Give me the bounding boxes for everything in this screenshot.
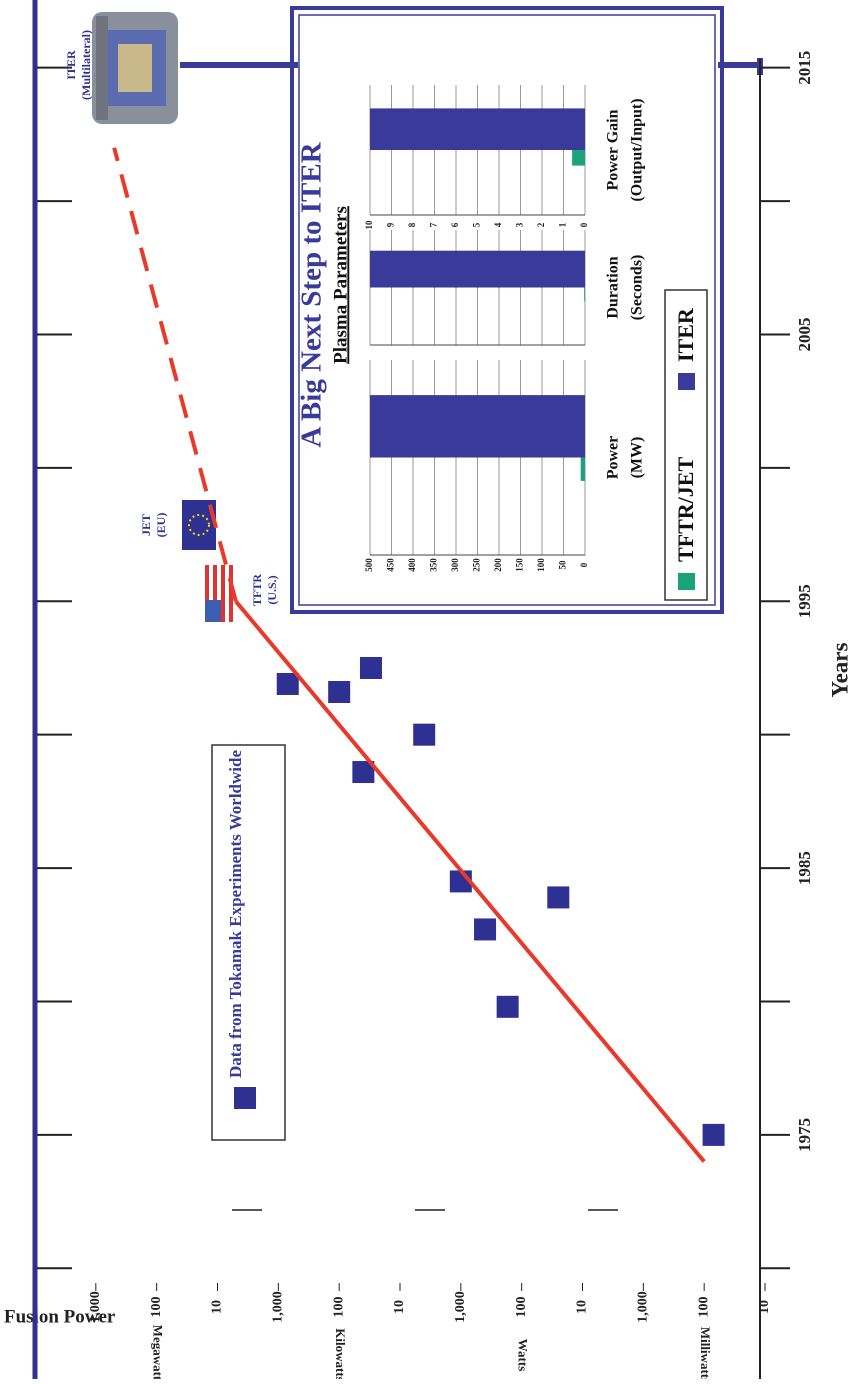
canton <box>205 600 221 622</box>
data-point <box>496 995 519 1018</box>
inset-tick-label: 0 <box>579 222 589 227</box>
x-tick-label: 1985 <box>795 851 814 885</box>
bar <box>580 457 586 481</box>
y-tick-label: 10 <box>575 1300 590 1314</box>
y-tick-label: 100 <box>331 1297 346 1318</box>
y-tick-label: 1,000 <box>88 1291 103 1323</box>
y-tick-label: 1,000 <box>271 1291 286 1323</box>
category-label: Power Gain <box>605 109 622 190</box>
inset-tick-label: 2 <box>536 222 546 227</box>
trend-line <box>234 599 706 1163</box>
inset-tick-label: 200 <box>493 558 503 572</box>
legend-box <box>211 744 286 1141</box>
inset-subtitle: Plasma Parameters <box>330 206 351 364</box>
stripe <box>205 565 209 622</box>
inset-tick-label: 6 <box>450 222 460 227</box>
inset-tick-label: 150 <box>515 558 525 572</box>
inset-tick-label: 400 <box>407 558 417 572</box>
bar <box>370 395 585 458</box>
legend-text-box: Data from Tokamak Experiments Worldwide <box>226 749 245 1079</box>
y-unit-label: Kilowatts <box>333 1328 348 1379</box>
legend-label: ITER <box>673 307 698 362</box>
inset-tick-label: 5 <box>472 222 482 227</box>
y-tick-label: 100 <box>696 1297 711 1318</box>
x-tick-label: 2005 <box>795 317 814 351</box>
x-tick-label: 1995 <box>795 584 814 618</box>
y-tick-label: 10 <box>210 1300 225 1314</box>
inset-tick-label: 500 <box>364 558 374 572</box>
legend-marker <box>234 1087 256 1109</box>
y-axis-label: Fusion Power <box>4 1306 116 1327</box>
bar <box>370 250 585 288</box>
inset-tick-label: 350 <box>429 558 439 572</box>
inset-tick-label: 250 <box>472 558 482 572</box>
category-label: Duration <box>605 256 622 318</box>
y-tick-label: 1,000 <box>453 1291 468 1323</box>
legend-swatch <box>678 573 695 590</box>
inset-tick-label: 9 <box>386 222 396 227</box>
legend-label: Data from Tokamak Experiments Worldwide <box>226 749 245 1079</box>
inset-tick-label: 4 <box>493 222 503 227</box>
device-coil <box>96 16 108 120</box>
inset-tick-label: 0 <box>579 562 589 567</box>
category-label: (Seconds) <box>629 255 646 321</box>
legend-label: TFTR/JET <box>673 457 698 562</box>
data-point <box>702 1123 725 1146</box>
inset-tick-label: 100 <box>536 558 546 572</box>
annotation: TFTR <box>250 574 264 606</box>
inset-tick-label: 10 <box>364 220 374 230</box>
y-tick-label: 10 <box>757 1300 772 1314</box>
y-unit-label: Megawatts <box>151 1325 166 1379</box>
data-point <box>352 761 375 784</box>
device-center <box>118 44 152 92</box>
y-tick-label: 100 <box>514 1297 529 1318</box>
inset-tick-label: 300 <box>450 558 460 572</box>
annotation: JET <box>139 514 153 536</box>
data-point <box>276 672 299 695</box>
stripe <box>213 565 217 622</box>
inset-frame-inner <box>298 14 716 606</box>
category-label: (MW) <box>629 437 646 479</box>
annotation: (U.S.) <box>265 575 279 604</box>
data-point <box>547 886 570 909</box>
inset-tick-label: 3 <box>515 222 525 227</box>
stripe <box>229 565 233 622</box>
x-tick-label: 2015 <box>795 51 814 85</box>
tftr-flag <box>205 565 235 622</box>
inset-tick-label: 1 <box>558 222 568 227</box>
rotated-chart: Data from Tokamak Experiments Worldwide … <box>32 0 852 1384</box>
x-tick-label: 1975 <box>795 1118 814 1152</box>
stripe <box>221 565 225 622</box>
annotation: (EU) <box>154 513 168 538</box>
y-unit-label: Watts <box>516 1339 531 1372</box>
category-label: Power <box>605 436 622 480</box>
x-axis-label: Years <box>827 642 852 697</box>
inset-tick-label: 450 <box>386 558 396 572</box>
bar <box>584 287 586 302</box>
data-point <box>474 918 497 941</box>
category-label: (Output/Input) <box>629 98 646 201</box>
y-unit-label: Milliwatts <box>698 1327 713 1379</box>
bar <box>572 149 585 166</box>
inset-title: A Big Next Step to ITER <box>296 141 328 447</box>
stars <box>188 514 210 536</box>
y-tick-label: 10 <box>392 1300 407 1314</box>
data-point <box>359 656 382 679</box>
inset-tick-label: 50 <box>558 560 568 570</box>
iter-device <box>92 12 178 124</box>
bar <box>370 108 585 150</box>
y-tick-label: 1,000 <box>636 1291 651 1323</box>
annotation: (Multilateral) <box>79 30 93 100</box>
annotation: ITER <box>64 50 78 80</box>
inset-tick-label: 7 <box>429 222 439 227</box>
y-tick-label: 100 <box>149 1297 164 1318</box>
inset-frame <box>290 6 724 614</box>
inset-tick-label: 8 <box>407 222 417 227</box>
legend-swatch <box>678 373 695 390</box>
trend-line <box>112 147 238 602</box>
data-point <box>413 723 436 746</box>
inset-legend-box <box>664 289 708 601</box>
data-point <box>328 680 351 703</box>
